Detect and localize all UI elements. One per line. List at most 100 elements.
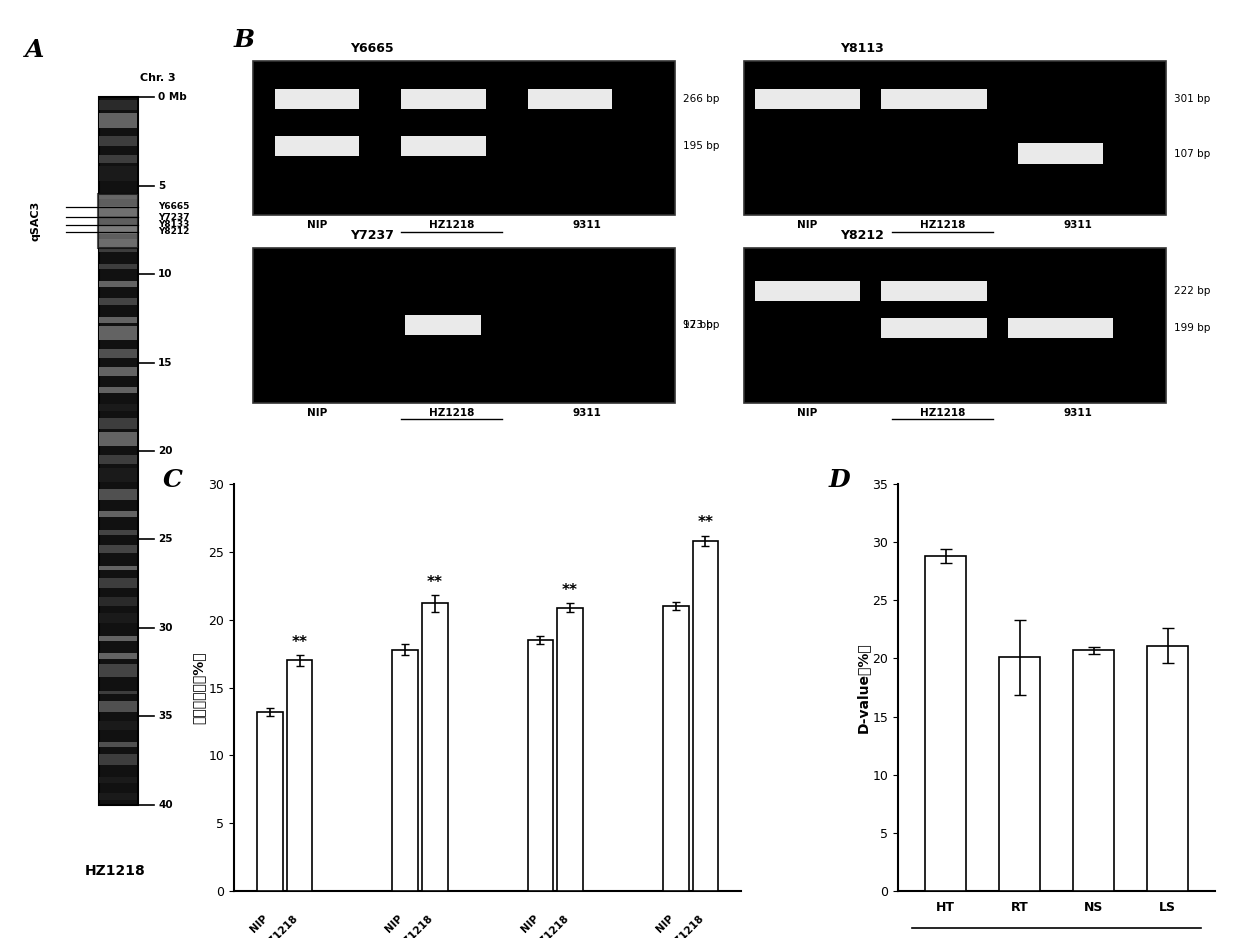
Bar: [99, 489, 138, 500]
Bar: [99, 598, 138, 606]
Bar: [405, 315, 481, 336]
Text: 0 Mb: 0 Mb: [157, 92, 187, 102]
Text: 199 bp: 199 bp: [1174, 324, 1210, 333]
Text: D: D: [828, 468, 849, 492]
Text: 9311: 9311: [1063, 220, 1092, 230]
Bar: [253, 248, 676, 402]
Bar: [557, 608, 583, 891]
Bar: [274, 89, 358, 110]
Text: B: B: [234, 28, 255, 53]
Y-axis label: D-value（%）: D-value（%）: [856, 643, 869, 733]
Bar: [744, 61, 1166, 216]
Text: 97 bp: 97 bp: [683, 320, 713, 330]
Bar: [99, 431, 138, 446]
Bar: [99, 578, 138, 588]
Text: NIP: NIP: [520, 914, 541, 935]
Text: 5: 5: [157, 181, 165, 190]
Bar: [99, 264, 138, 269]
Bar: [99, 281, 138, 287]
Bar: [99, 325, 138, 340]
Text: HZ1218: HZ1218: [429, 220, 475, 230]
Text: HZ1218: HZ1218: [429, 407, 475, 417]
Bar: [99, 166, 138, 181]
Bar: [286, 660, 312, 891]
Text: 30: 30: [157, 623, 172, 633]
Text: 301 bp: 301 bp: [1174, 95, 1210, 104]
Bar: [99, 226, 138, 234]
Bar: [99, 239, 138, 251]
Bar: [257, 712, 283, 891]
Bar: [99, 613, 138, 624]
Bar: [925, 556, 966, 891]
Bar: [99, 636, 138, 642]
Bar: [99, 113, 138, 128]
Text: Y7237: Y7237: [350, 229, 393, 242]
Text: **: **: [427, 575, 443, 590]
Text: NIP: NIP: [655, 914, 676, 935]
Text: 9311: 9311: [1063, 407, 1092, 417]
Bar: [422, 603, 448, 891]
Text: 107 bp: 107 bp: [1174, 148, 1210, 159]
Bar: [99, 367, 138, 375]
Text: NIP: NIP: [306, 407, 327, 417]
Text: 25: 25: [157, 535, 172, 544]
Bar: [99, 690, 138, 694]
Text: 9311: 9311: [573, 407, 601, 417]
Bar: [99, 742, 138, 748]
Bar: [99, 793, 138, 800]
Bar: [99, 387, 138, 393]
Text: 40: 40: [157, 800, 172, 809]
Text: NIP: NIP: [797, 407, 817, 417]
Text: HZ1218: HZ1218: [666, 914, 706, 938]
Bar: [99, 155, 138, 163]
Bar: [693, 541, 718, 891]
Text: HZ1218: HZ1218: [260, 914, 300, 938]
Text: NIP: NIP: [306, 220, 327, 230]
Bar: [99, 455, 138, 464]
Bar: [755, 281, 861, 301]
Bar: [99, 702, 138, 712]
Bar: [253, 61, 676, 216]
Bar: [99, 98, 138, 805]
Bar: [99, 404, 138, 411]
Text: qSAC3: qSAC3: [31, 201, 41, 241]
Bar: [1018, 144, 1102, 163]
Bar: [755, 89, 861, 110]
Bar: [99, 720, 138, 730]
Bar: [99, 349, 138, 358]
Text: Y7237: Y7237: [157, 213, 190, 222]
Bar: [528, 89, 613, 110]
Bar: [99, 511, 138, 517]
Bar: [882, 318, 987, 339]
Text: Y8212: Y8212: [157, 227, 190, 236]
Bar: [999, 658, 1040, 891]
Bar: [99, 777, 138, 783]
Text: 15: 15: [157, 357, 172, 368]
Bar: [99, 567, 138, 570]
Bar: [663, 606, 688, 891]
Text: Y8113: Y8113: [841, 41, 884, 54]
Text: **: **: [291, 635, 308, 650]
Bar: [274, 136, 358, 156]
Bar: [99, 193, 138, 199]
Text: **: **: [697, 515, 713, 530]
Text: HZ1218: HZ1218: [920, 407, 965, 417]
Bar: [392, 650, 418, 891]
Bar: [99, 100, 138, 110]
Text: **: **: [562, 583, 578, 598]
Text: 222 bp: 222 bp: [1174, 286, 1210, 296]
Text: A: A: [25, 38, 45, 63]
Text: HZ1218: HZ1218: [531, 914, 570, 938]
Text: C: C: [162, 468, 182, 492]
Text: NIP: NIP: [248, 914, 270, 935]
Text: Chr. 3: Chr. 3: [140, 73, 176, 83]
Bar: [98, 194, 138, 248]
Bar: [402, 89, 486, 110]
Bar: [99, 136, 138, 145]
Text: 10: 10: [157, 269, 172, 280]
Bar: [882, 281, 987, 301]
Text: Y6665: Y6665: [157, 203, 190, 211]
Bar: [1074, 650, 1114, 891]
Bar: [99, 468, 138, 482]
Text: 266 bp: 266 bp: [683, 95, 719, 104]
